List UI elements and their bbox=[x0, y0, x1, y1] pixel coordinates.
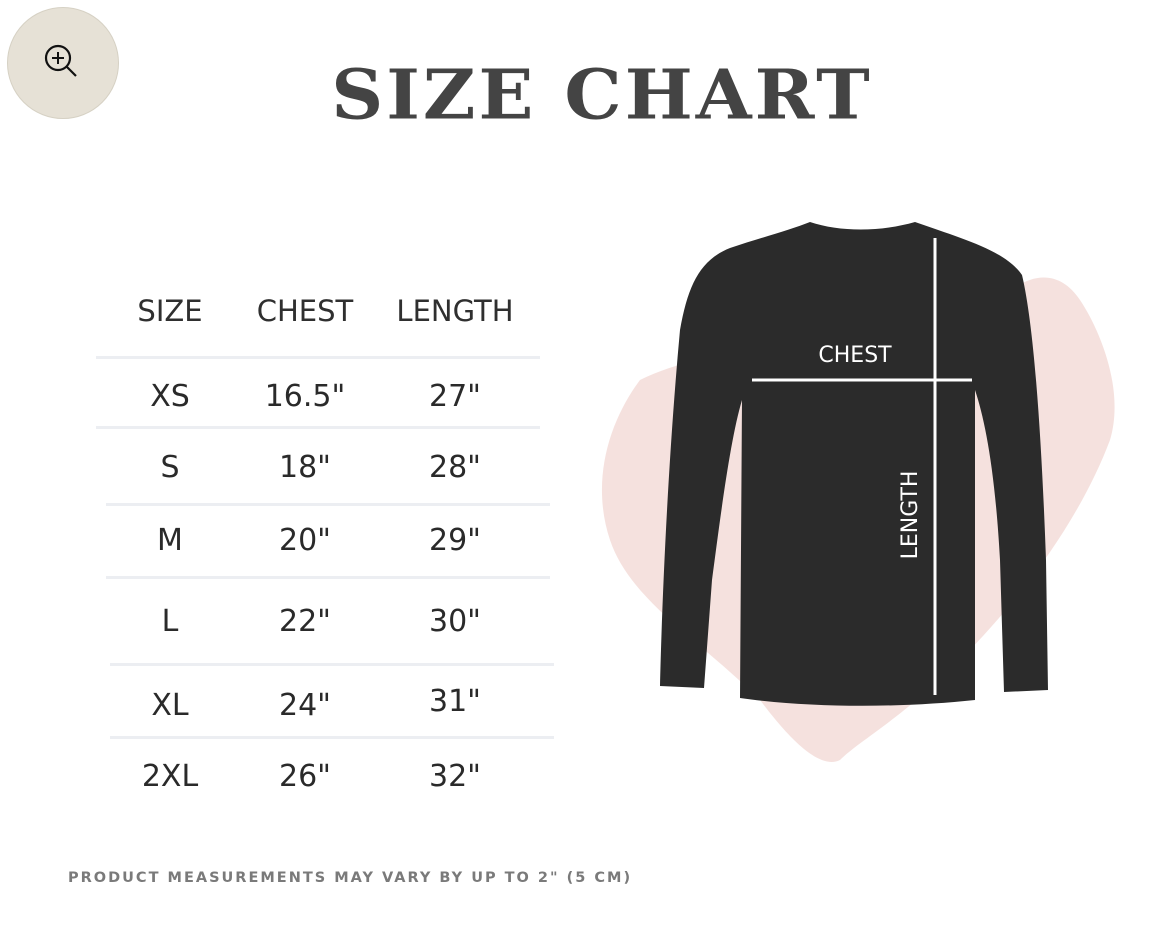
zoom-in-icon bbox=[44, 44, 77, 77]
length-cell: 31" bbox=[429, 684, 481, 719]
size-cell: L bbox=[161, 604, 179, 639]
divider bbox=[96, 356, 540, 359]
header-chest: CHEST bbox=[256, 294, 354, 328]
zoom-button[interactable] bbox=[7, 7, 119, 119]
size-cell: XL bbox=[151, 688, 189, 723]
header-size: SIZE bbox=[137, 294, 203, 328]
length-label: LENGTH bbox=[898, 471, 923, 560]
divider bbox=[106, 503, 550, 506]
chest-cell: 24" bbox=[279, 688, 331, 723]
size-cell: 2XL bbox=[141, 759, 199, 794]
length-cell: 29" bbox=[429, 523, 481, 558]
divider bbox=[110, 736, 554, 739]
shirt-body bbox=[660, 222, 1048, 706]
measurement-note: PRODUCT MEASUREMENTS MAY VARY BY UP TO 2… bbox=[68, 870, 633, 886]
chest-cell: 26" bbox=[279, 759, 331, 794]
divider bbox=[96, 426, 540, 429]
chest-cell: 20" bbox=[279, 523, 331, 558]
size-cell: M bbox=[157, 523, 183, 558]
shirt-diagram: CHEST LENGTH bbox=[601, 222, 1115, 762]
length-cell: 30" bbox=[429, 604, 481, 639]
length-cell: 28" bbox=[429, 450, 481, 485]
header-length: LENGTH bbox=[396, 294, 514, 328]
chest-cell: 18" bbox=[279, 450, 331, 485]
divider bbox=[106, 576, 550, 579]
page-title: SIZE CHART bbox=[331, 54, 873, 135]
chest-label: CHEST bbox=[818, 343, 892, 368]
chest-cell: 22" bbox=[279, 604, 331, 639]
length-cell: 32" bbox=[429, 759, 481, 794]
length-cell: 27" bbox=[429, 379, 481, 414]
chest-cell: 16.5" bbox=[264, 379, 346, 414]
divider bbox=[110, 663, 554, 666]
size-cell: XS bbox=[150, 379, 190, 414]
size-cell: S bbox=[160, 450, 180, 485]
